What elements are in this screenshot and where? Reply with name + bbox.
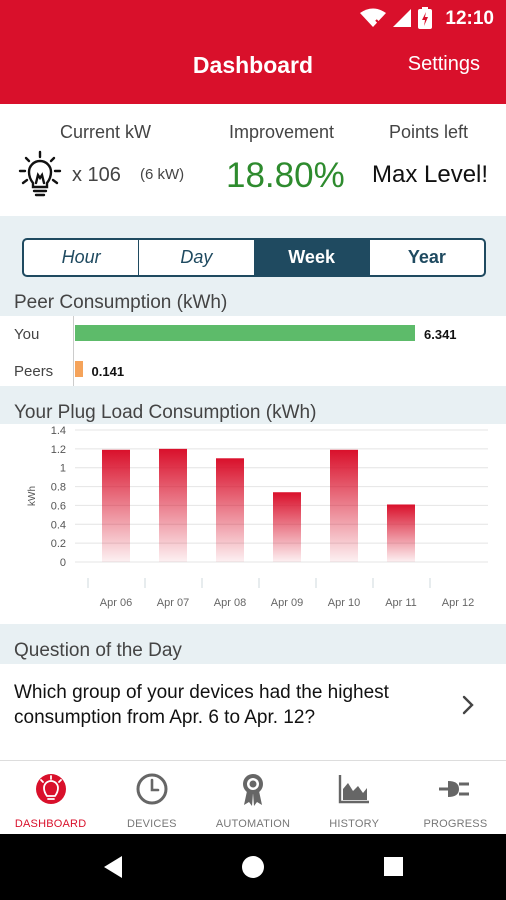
peer-bar-you [75,325,415,341]
y-tick-label: 0.8 [51,482,66,494]
y-tick-label: 1 [60,463,66,475]
plug-load-chart: 0 0.2 0.4 0.6 0.8 1 1.2 1.4 kWh Apr 06 Apr 07 Apr 0… [0,424,506,624]
chart-bar [102,449,130,562]
peer-value-you: 6.341 [424,327,457,342]
status-time: 12:10 [445,8,494,29]
chart-bar [216,458,244,562]
nav-item-progress[interactable]: PROGRESS [405,761,506,834]
peer-axis [73,316,74,386]
status-icons [360,6,432,30]
stats-panel: Current kW Improvement Points left x 106… [0,104,506,216]
time-range-selector: Hour Day Week Year [22,238,486,277]
nav-label-devices: DEVICES [126,818,177,830]
x-tick-label: Apr 06 [100,597,132,609]
x-tick-label: Apr 12 [442,597,474,609]
tab-year[interactable]: Year [407,247,446,267]
peer-consumption-chart: You 6.341 Peers 0.141 [0,316,506,386]
signal-icon [393,9,411,27]
points-left-value: Max Level! [372,161,489,188]
back-icon[interactable] [104,856,122,878]
area-chart-icon [339,775,370,804]
chart-bar [387,504,415,562]
points-left-label: Points left [389,122,469,142]
wifi-icon [360,8,386,27]
bottom-navigation: DASHBOARD DEVICES AUTOMATION HISTORY [0,760,506,834]
plug-icon [439,781,470,797]
page-title: Dashboard [192,52,314,78]
plug-load-title: Your Plug Load Consumption (kWh) [14,402,317,423]
home-icon[interactable] [242,856,264,878]
settings-button[interactable]: Settings [407,53,480,75]
question-text: Which group of your devices had the high… [14,682,389,728]
question-title: Question of the Day [14,640,182,661]
improvement-label: Improvement [229,122,335,142]
y-axis-label: kWh [27,486,38,506]
chevron-right-icon[interactable] [458,692,478,718]
peer-consumption-title: Peer Consumption (kWh) [14,292,228,313]
status-bar: 12:10 [0,0,506,36]
tab-day[interactable]: Day [139,240,255,275]
current-kw-value: (6 kW) [140,166,185,183]
x-tick-label: Apr 10 [328,597,360,609]
battery-charging-icon [418,7,432,29]
app-bar: Dashboard Settings [0,36,506,104]
kw-multiplier: x 106 [72,164,121,186]
nav-item-history[interactable]: HISTORY [304,761,405,834]
y-tick-label: 0 [60,557,66,569]
system-navigation-bar [0,834,506,900]
nav-label-history: HISTORY [329,818,380,830]
peer-label-peers: Peers [14,363,54,380]
nav-item-devices[interactable]: DEVICES [101,761,202,834]
chart-bar [330,449,358,562]
y-tick-label: 1.4 [51,425,66,437]
dashboard-icon [35,774,66,804]
tab-week[interactable]: Week [254,240,370,275]
y-tick-label: 1.2 [51,444,66,456]
y-tick-label: 0.4 [51,519,66,531]
peer-bar-peers [75,361,83,377]
peer-label-you: You [14,326,40,343]
y-tick-label: 0.6 [51,500,66,512]
system-nav-icons [104,856,403,878]
lightbulb-icon [18,150,62,197]
recents-icon[interactable] [384,857,403,876]
x-tick-label: Apr 09 [271,597,303,609]
peer-value-peers: 0.141 [91,364,125,379]
current-kw-label: Current kW [60,122,152,142]
nav-item-automation[interactable]: AUTOMATION [202,761,303,834]
clock-icon [136,773,168,805]
improvement-value: 18.80% [226,156,345,195]
x-tick-label: Apr 08 [214,597,246,609]
chart-bar [273,492,301,562]
y-tick-label: 0.2 [51,538,66,550]
tab-hour[interactable]: Hour [24,240,140,275]
nav-item-dashboard[interactable]: DASHBOARD [0,761,101,834]
nav-label-automation: AUTOMATION [215,818,291,830]
nav-label-progress: PROGRESS [423,818,488,830]
x-tick-label: Apr 07 [157,597,189,609]
nav-label-dashboard: DASHBOARD [14,818,87,830]
chart-bar [159,448,187,562]
plug-load-chart-svg: 0 0.2 0.4 0.6 0.8 1 1.2 1.4 kWh Apr 06 Apr 07 Apr 0… [27,425,488,609]
question-card[interactable]: Which group of your devices had the high… [0,664,506,760]
x-tick-label: Apr 11 [385,597,417,609]
ribbon-icon [243,774,263,806]
